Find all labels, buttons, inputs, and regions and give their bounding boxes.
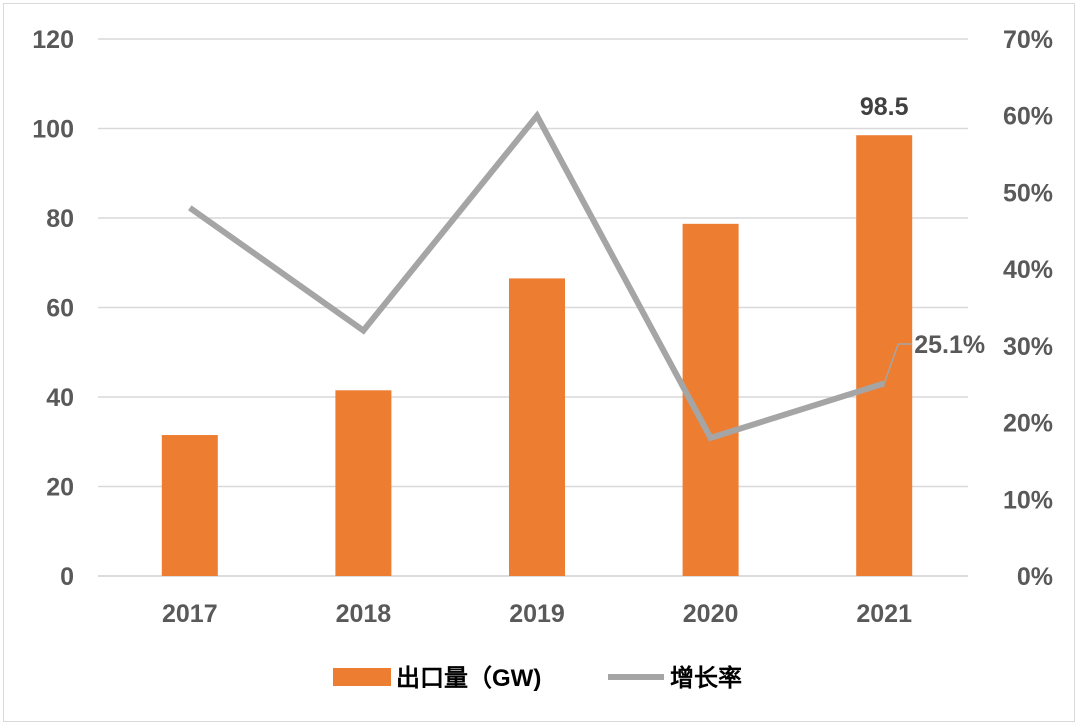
bar-data-label: 98.5 <box>860 93 909 121</box>
right-axis-tick-label: 30% <box>1003 333 1053 361</box>
chart-frame <box>3 3 1075 722</box>
left-axis-tick-label: 100 <box>32 116 74 144</box>
right-axis-tick-label: 50% <box>1003 179 1053 207</box>
bar <box>161 435 218 576</box>
legend: 出口量（GW) 增长率 <box>333 664 742 692</box>
right-axis-tick-label: 60% <box>1003 103 1053 131</box>
bar <box>856 135 913 576</box>
category-label: 2018 <box>336 600 392 628</box>
left-axis-tick-label: 20 <box>46 474 74 502</box>
right-axis-tick-label: 0% <box>1017 563 1053 591</box>
left-axis-tick-label: 80 <box>46 205 74 233</box>
left-axis-tick-label: 120 <box>32 26 74 54</box>
data-labels: 98.5 25.1% <box>860 93 985 384</box>
data-label-leader-line <box>883 343 913 384</box>
legend-swatch-bar <box>333 668 391 686</box>
legend-label-bar: 出口量（GW) <box>396 665 541 692</box>
left-axis-ticks: 0 20 40 60 80 100 120 <box>32 26 74 591</box>
category-label: 2019 <box>509 600 565 628</box>
bar <box>509 278 565 576</box>
category-label: 2017 <box>162 600 218 628</box>
left-axis-tick-label: 0 <box>60 563 74 591</box>
right-axis-tick-label: 10% <box>1003 486 1053 514</box>
bar-series <box>161 135 913 576</box>
line-series <box>188 110 886 442</box>
right-axis-tick-label: 40% <box>1003 256 1053 284</box>
category-labels: 2017 2018 2019 2020 2021 <box>162 600 912 628</box>
right-axis-tick-label: 20% <box>1003 410 1053 438</box>
growth-rate-line <box>188 110 886 442</box>
category-label: 2021 <box>856 600 912 628</box>
line-data-label: 25.1% <box>914 331 985 359</box>
left-axis-tick-label: 60 <box>46 295 74 323</box>
bar <box>335 390 392 576</box>
left-axis-tick-label: 40 <box>46 384 74 412</box>
right-axis-ticks: 0% 10% 20% 30% 40% 50% 60% 70% <box>1003 26 1053 591</box>
category-label: 2020 <box>683 600 739 628</box>
right-axis-tick-label: 70% <box>1003 26 1053 54</box>
gridlines <box>98 38 968 577</box>
legend-label-line: 增长率 <box>670 664 742 692</box>
